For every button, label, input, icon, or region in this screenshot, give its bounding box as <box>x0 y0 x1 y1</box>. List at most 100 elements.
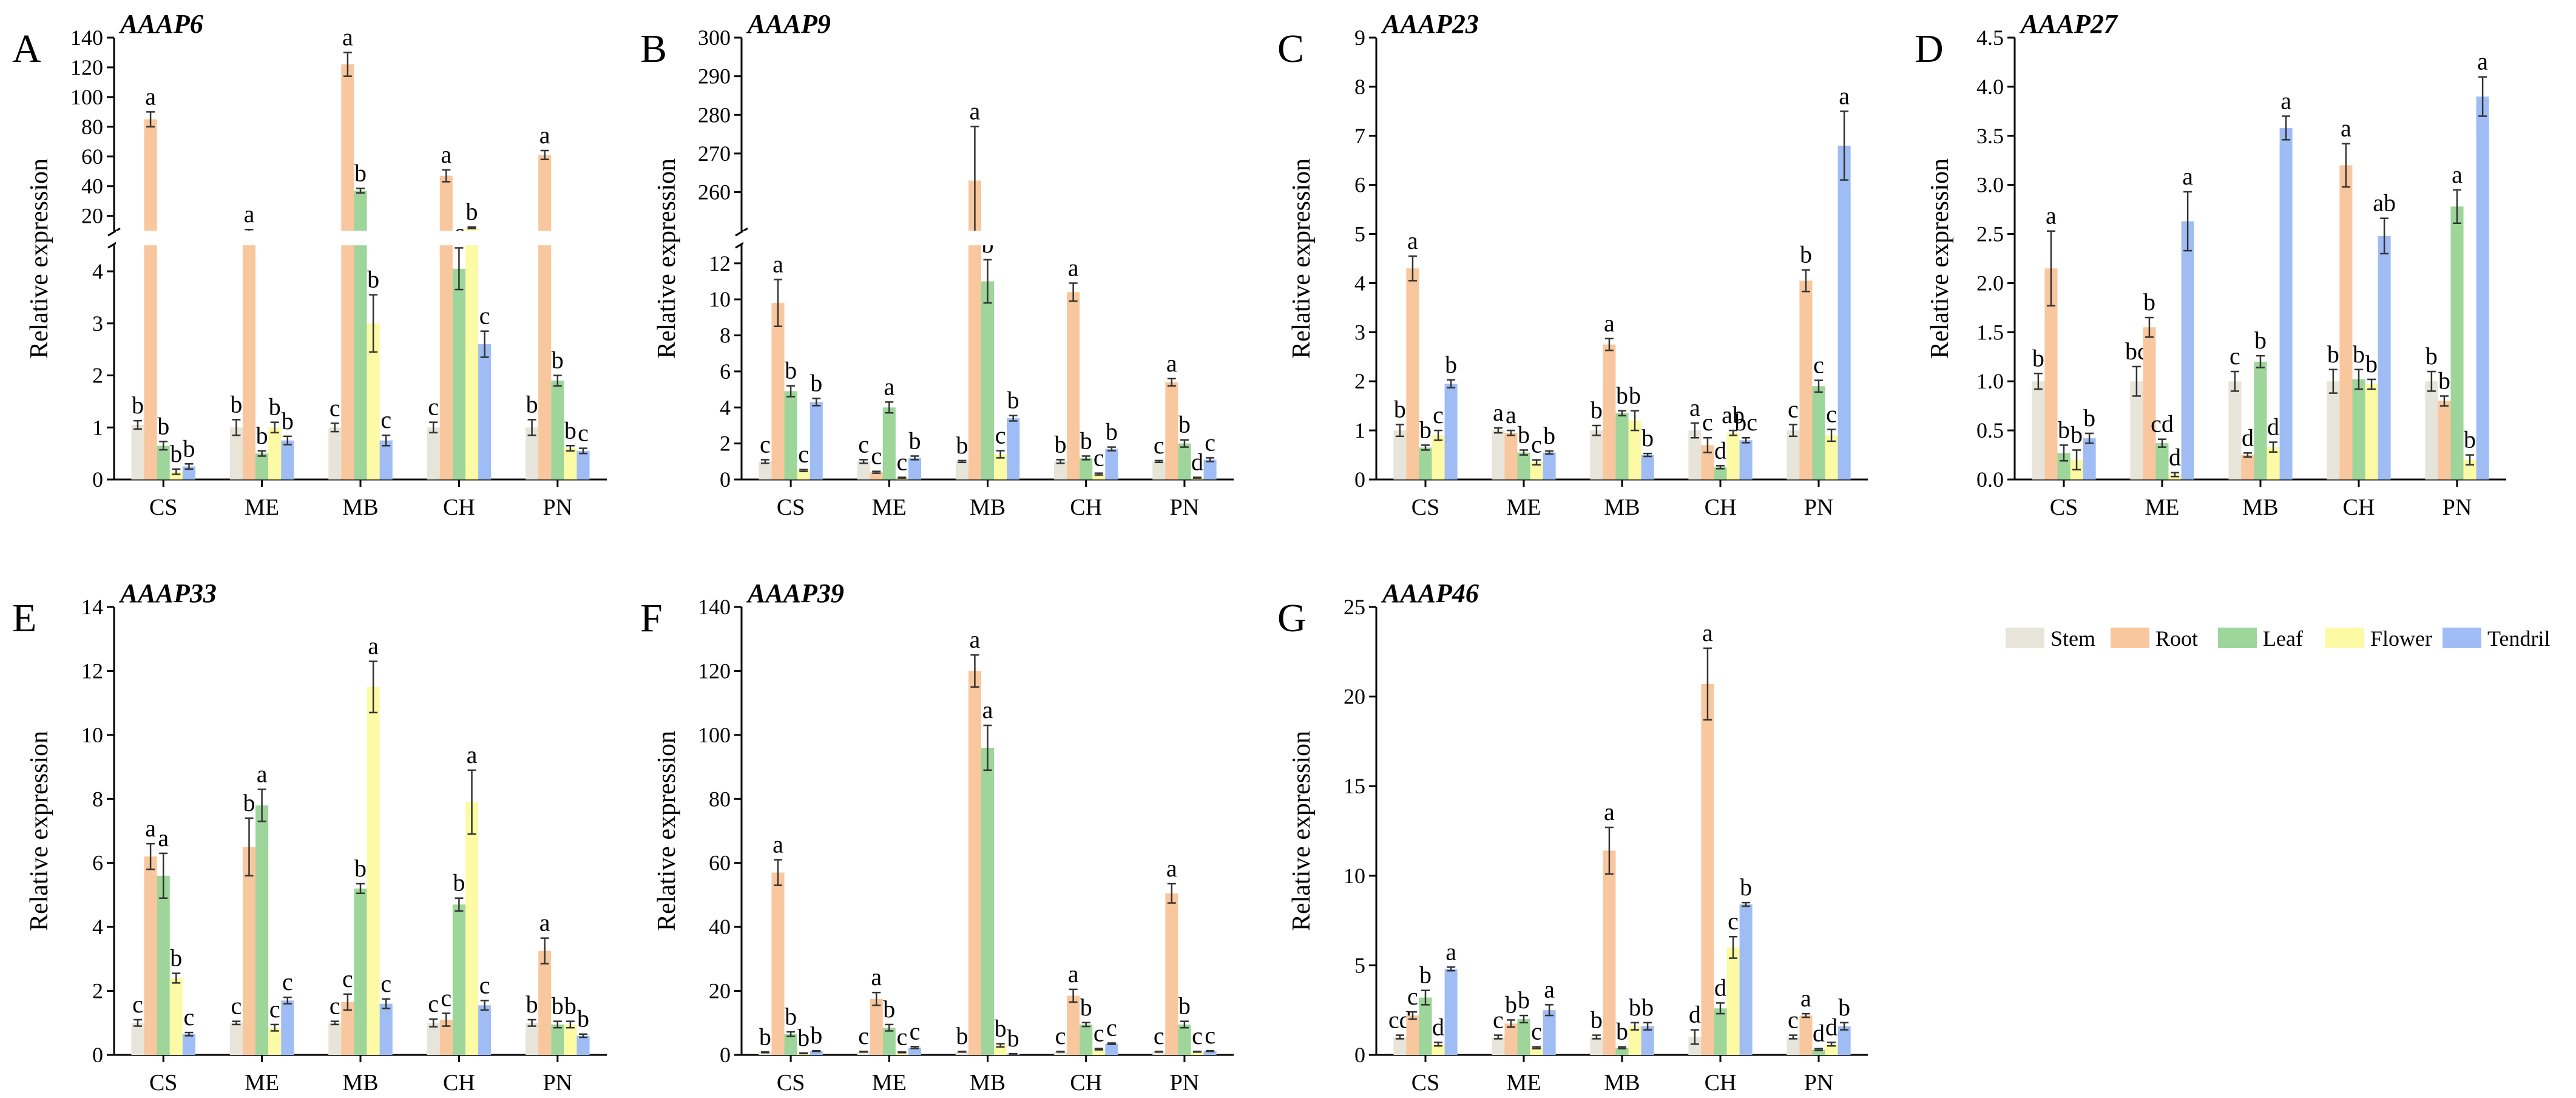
y-tick-label: 4.5 <box>1976 25 2004 50</box>
significance-label: b <box>1641 424 1654 452</box>
bar-stem <box>328 1023 342 1055</box>
y-axis-label: Relative expression <box>25 158 53 359</box>
bar-flower <box>994 454 1007 480</box>
significance-label: c <box>858 1022 869 1049</box>
significance-label: a <box>772 251 783 278</box>
y-tick-label: 5 <box>1354 222 1365 246</box>
axis-break-mark <box>107 227 121 237</box>
legend-label: Stem <box>2050 626 2095 651</box>
significance-label: c <box>330 394 340 421</box>
bar-flower <box>1726 433 1740 480</box>
significance-label: c <box>871 442 882 470</box>
bar-flower <box>1825 435 1838 480</box>
panel-letter: B <box>640 27 667 71</box>
bar-leaf <box>1714 1008 1727 1055</box>
category-label: CH <box>1070 1070 1102 1096</box>
significance-label: b <box>1394 395 1406 422</box>
panel-a: 0 1 2 3 4 20 40 60 80 100 120 140 Relative expressio… <box>12 9 609 520</box>
bar-root <box>870 998 883 1055</box>
y-tick-label: 40 <box>709 915 731 939</box>
significance-label: b <box>2254 327 2267 354</box>
significance-label: c <box>479 302 490 330</box>
significance-label: a <box>871 963 882 991</box>
significance-label: b <box>2464 426 2476 453</box>
bar-root <box>2339 165 2353 480</box>
y-tick-label: 4.0 <box>1976 75 2004 99</box>
bar-flower <box>169 978 183 1055</box>
bar-flower <box>1628 1026 1641 1055</box>
significance-label: b <box>1445 351 1457 378</box>
category-label: MB <box>1604 495 1640 520</box>
y-tick-label: 6 <box>1354 173 1365 197</box>
y-tick-label: 2 <box>720 432 731 456</box>
bar-leaf <box>354 888 367 1055</box>
y-tick-label: 40 <box>81 174 103 198</box>
bar-root <box>2044 268 2058 480</box>
bar-leaf <box>2254 361 2267 480</box>
legend-item-root: Root <box>2111 626 2198 651</box>
legend-swatch <box>2442 628 2481 648</box>
y-tick-label: 0 <box>720 1043 731 1067</box>
bar-leaf <box>1615 1048 1629 1055</box>
bar-leaf <box>255 453 269 480</box>
significance-label: d <box>1432 1013 1444 1040</box>
significance-label: c <box>760 430 771 458</box>
bar-stem <box>2327 381 2340 480</box>
bar-flower <box>465 802 479 1055</box>
bar-leaf <box>452 268 465 480</box>
significance-label: a <box>772 830 783 858</box>
bar-leaf <box>551 1024 564 1055</box>
category-label: CH <box>1070 495 1102 520</box>
bar-leaf <box>1419 997 1432 1055</box>
category-label: ME <box>872 1070 907 1096</box>
y-tick-label: 8 <box>92 787 103 811</box>
bar-tendril <box>1105 1043 1118 1055</box>
significance-label: b <box>810 369 822 396</box>
legend-item-tendril: Tendril <box>2442 626 2550 651</box>
bar-root <box>2438 401 2451 480</box>
bar-flower <box>1726 947 1740 1055</box>
y-tick-label: 4 <box>1354 271 1365 295</box>
bar-stem <box>1152 461 1166 480</box>
significance-label: b <box>759 1023 771 1050</box>
bar-stem <box>2425 381 2438 480</box>
category-label: CS <box>777 1070 805 1096</box>
bar-leaf <box>2352 379 2365 480</box>
panel-letter: F <box>640 596 663 640</box>
significance-label: c <box>2229 342 2240 370</box>
gene-title: AAAP23 <box>1381 9 1479 39</box>
bar-root <box>1504 433 1518 480</box>
y-tick-label: 7 <box>1354 124 1365 148</box>
significance-label: bc <box>1734 408 1757 436</box>
y-tick-label: 3.0 <box>1976 173 2004 197</box>
y-tick-label: 300 <box>698 25 731 50</box>
category-label: ME <box>1507 1070 1541 1096</box>
y-tick-label: 0 <box>720 467 731 492</box>
panel-f: 0 20 40 60 80 100 120 140 Relative expression F AA… <box>640 578 1234 1096</box>
bar-stem <box>131 1023 144 1055</box>
significance-label: b <box>785 1003 797 1030</box>
bar-root <box>538 155 552 480</box>
bar-stem <box>857 1051 870 1055</box>
bar-tendril <box>1203 1051 1217 1055</box>
y-tick-label: 4 <box>92 915 103 939</box>
bar-root <box>1799 280 1813 480</box>
significance-label: b <box>1591 1006 1603 1034</box>
significance-label: d <box>1714 974 1726 1001</box>
category-label: MB <box>2242 495 2278 520</box>
legend-swatch <box>2006 628 2044 648</box>
category-label: PN <box>543 495 573 520</box>
significance-label: c <box>897 1023 908 1050</box>
category-label: CH <box>443 1070 475 1096</box>
bar-stem <box>955 1051 969 1055</box>
significance-label: a <box>1800 984 1811 1012</box>
bar-stem <box>526 427 539 480</box>
bar-stem <box>131 424 144 480</box>
significance-label: d <box>2267 413 2279 441</box>
bar-tendril <box>908 458 922 480</box>
y-tick-label: 270 <box>698 141 731 166</box>
bar-flower <box>1530 1048 1543 1055</box>
category-label: PN <box>543 1070 573 1096</box>
significance-label: a <box>539 121 550 149</box>
